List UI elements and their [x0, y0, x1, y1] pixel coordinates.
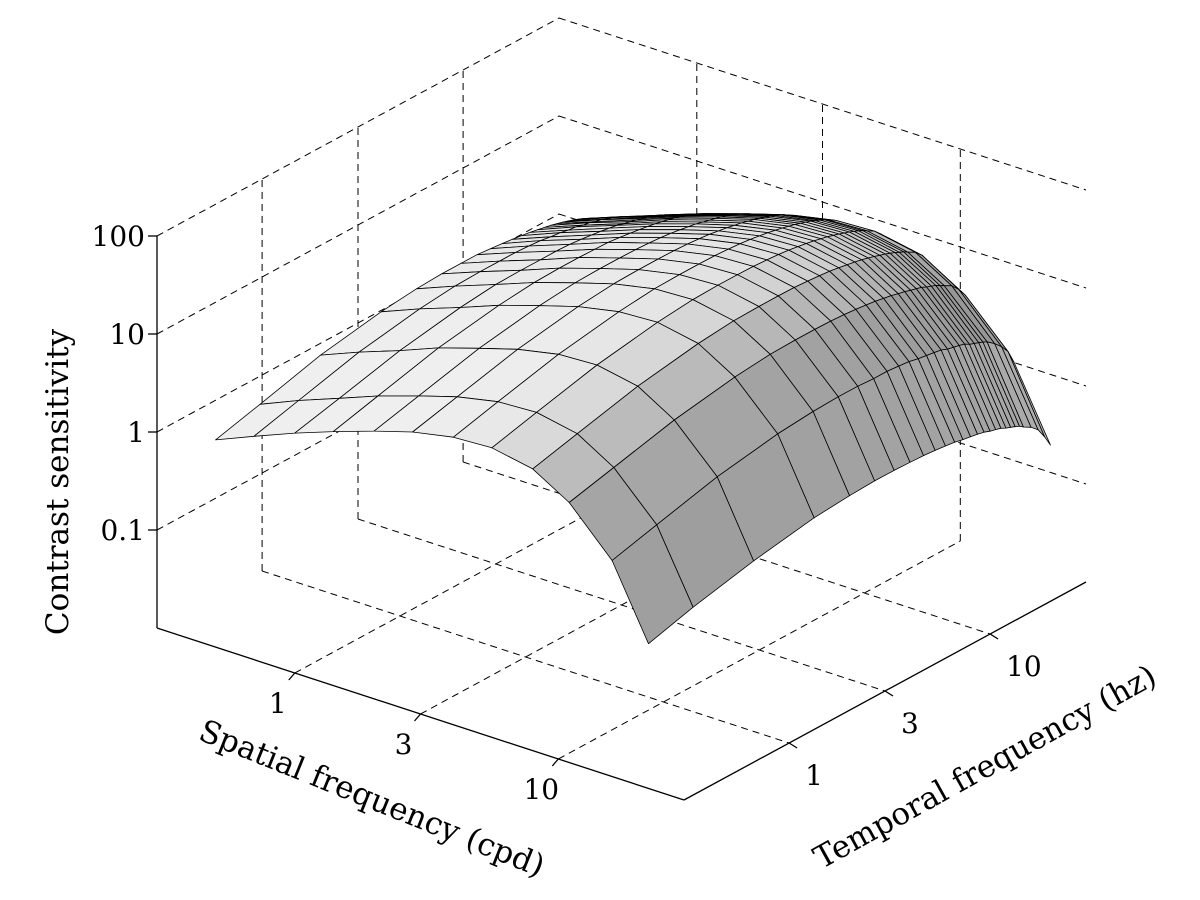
z-axis-title: Contrast sensitivity: [40, 328, 76, 635]
y-tick-label: 10: [1006, 650, 1042, 683]
x-tick-mark: [414, 713, 421, 722]
y-grid-line-floor: [357, 518, 886, 692]
y-tick-mark: [788, 742, 798, 749]
z-tick-label: 1: [127, 416, 145, 449]
x-tick-label: 10: [523, 773, 559, 806]
z-tick-label: 100: [92, 220, 145, 253]
x-tick-mark: [551, 758, 559, 767]
y-tick-mark: [884, 690, 894, 697]
x-tick-label: 1: [269, 687, 287, 720]
surface-patch: [611, 524, 694, 645]
tick-labels: 0.1 1 10 100 1 3 10 1 3 10: [92, 220, 1042, 806]
y-tick-label: 3: [901, 707, 919, 740]
y-tick-label: 1: [805, 759, 823, 792]
y-tick-mark: [989, 633, 999, 640]
z-tick-label: 0.1: [100, 514, 145, 547]
x-tick-label: 3: [395, 728, 413, 761]
y-axis-title: Temporal frequency (hz): [808, 658, 1163, 876]
z-grid-line-left-wall: [156, 17, 560, 237]
sensitivity-surface: [215, 213, 1051, 645]
z-grid-line-back-wall: [558, 17, 1087, 191]
z-tick-label: 10: [109, 318, 145, 351]
x-tick-mark: [288, 672, 296, 681]
y-grid-line-floor: [261, 570, 790, 744]
